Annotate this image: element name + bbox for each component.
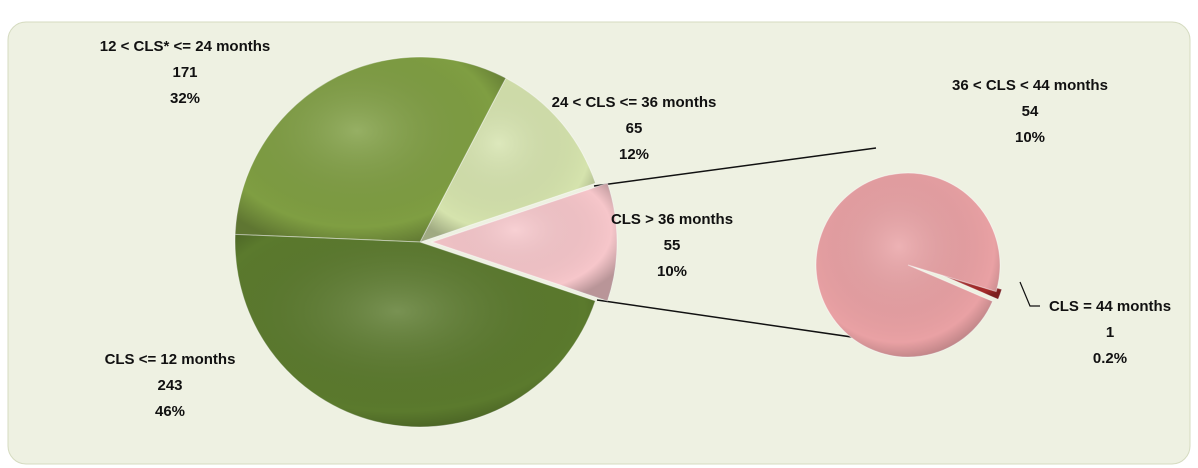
pie-slice — [815, 172, 1001, 358]
category-label: 24 < CLS <= 36 months — [552, 94, 717, 111]
value-label: 1 — [1106, 324, 1114, 341]
category-label: 12 < CLS* <= 24 months — [100, 38, 271, 55]
value-label: 65 — [626, 120, 643, 137]
percent-label: 12% — [619, 146, 649, 163]
category-label: CLS <= 12 months — [105, 351, 236, 368]
labels: CLS > 36 months 55 10% 24 < CLS <= 36 month… — [100, 38, 1171, 420]
percent-label: 10% — [1015, 129, 1045, 146]
value-label: 54 — [1022, 103, 1039, 120]
percent-label: 32% — [170, 90, 200, 107]
leader-line — [1019, 281, 1040, 307]
category-label: CLS = 44 months — [1049, 298, 1171, 315]
percent-label: 0.2% — [1093, 350, 1127, 367]
value-label: 243 — [157, 377, 182, 394]
category-label: 36 < CLS < 44 months — [952, 77, 1108, 94]
connector-line — [593, 147, 877, 187]
percent-label: 10% — [657, 263, 687, 280]
percent-label: 46% — [155, 403, 185, 420]
category-label: CLS > 36 months — [611, 211, 733, 228]
value-label: 55 — [664, 237, 681, 254]
value-label: 171 — [172, 64, 197, 81]
